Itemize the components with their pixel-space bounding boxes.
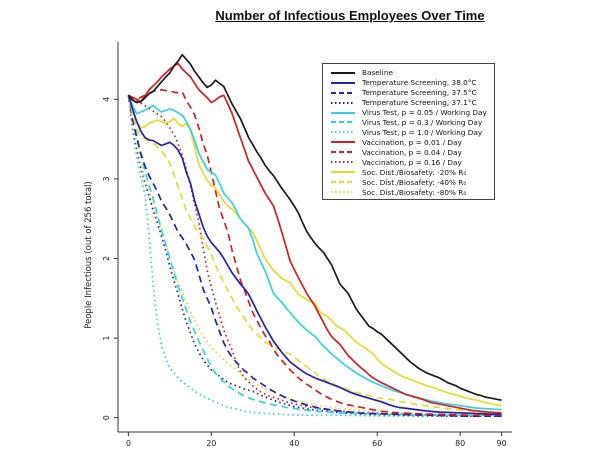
series-line [127, 95, 502, 417]
legend-item: Temperature Screening, 37.1°C [330, 98, 492, 108]
legend-line-sample [331, 71, 355, 74]
legend-line-sample [331, 131, 355, 134]
series-line [127, 94, 502, 417]
legend-item: Virus Test, p = 1.0 / Working Day [330, 128, 492, 138]
legend-item: Virus Test, p = 0.3 / Working Day [330, 118, 492, 128]
legend-line-sample [331, 141, 355, 144]
series-line [127, 53, 502, 402]
legend-line-sample [331, 171, 355, 174]
y-tick-label: 1 [102, 336, 111, 341]
x-tick-label: 20 [206, 439, 216, 448]
y-tick-label: 3 [102, 176, 111, 181]
legend-item: Baseline [330, 68, 492, 78]
y-axis-label: People Infectious (out of 256 total) [84, 181, 94, 329]
legend-item-label: Virus Test, p = 0.05 / Working Day [362, 108, 487, 118]
legend-item-label: Soc. Dist./Biosafety: -80% R₀ [362, 187, 467, 197]
legend-item: Soc. Dist./Biosafety: -40% R₀ [330, 177, 492, 187]
legend-box: Baseline Temperature Screening, 38.0°C Tem… [322, 63, 495, 200]
x-tick-label: 0 [126, 439, 131, 448]
legend-line-sample [331, 181, 355, 184]
legend-item: Virus Test, p = 0.05 / Working Day [330, 108, 492, 118]
legend-item-label: Vaccination, p = 0.01 / Day [362, 137, 462, 147]
legend-item-label: Temperature Screening, 37.1°C [362, 98, 477, 108]
legend-item-label: Virus Test, p = 0.3 / Working Day [362, 117, 483, 127]
legend-item-label: Virus Test, p = 1.0 / Working Day [362, 127, 483, 137]
legend-line-sample [331, 161, 355, 164]
legend-item-label: Soc. Dist./Biosafety: -40% R₀ [362, 177, 467, 187]
legend-item-label: Vaccination, p = 0.16 / Day [362, 157, 462, 167]
legend-line-sample [331, 111, 355, 114]
legend-item: Soc. Dist./Biosafety: -80% R₀ [330, 187, 492, 197]
series-line [127, 95, 502, 414]
y-tick-label: 2 [102, 256, 111, 261]
legend-item-label: Soc. Dist./Biosafety: -20% R₀ [362, 167, 467, 177]
legend-item: Vaccination, p = 0.01 / Day [330, 138, 492, 148]
x-tick-label: 80 [455, 439, 465, 448]
y-tick-label: 0 [102, 415, 111, 420]
series-line [127, 95, 502, 416]
legend-item-label: Temperature Screening, 38.0°C [362, 78, 477, 88]
y-tick-label: 4 [102, 97, 111, 102]
x-tick-label: 40 [289, 439, 299, 448]
legend-line-sample [331, 81, 355, 84]
legend-item-label: Vaccination, p = 0.04 / Day [362, 147, 462, 157]
legend-item: Vaccination, p = 0.04 / Day [330, 148, 492, 158]
legend-item: Soc. Dist./Biosafety: -20% R₀ [330, 167, 492, 177]
legend-line-sample [331, 91, 355, 94]
chart-title: Number of Infectious Employees Over Time [215, 8, 485, 23]
legend-item: Temperature Screening, 37.5°C [330, 88, 492, 98]
legend-line-sample [331, 101, 355, 104]
series-line [127, 95, 502, 417]
legend-item-label: Temperature Screening, 37.5°C [362, 88, 477, 98]
legend-item: Vaccination, p = 0.16 / Day [330, 157, 492, 167]
legend-line-sample [331, 151, 355, 154]
x-tick-label: 90 [497, 439, 507, 448]
legend-line-sample [331, 121, 355, 124]
legend-line-sample [331, 191, 355, 193]
series-line [127, 94, 502, 411]
x-tick-label: 60 [372, 439, 382, 448]
series-line [127, 95, 502, 417]
series-line [127, 62, 502, 414]
series-line [127, 95, 502, 407]
legend-item: Temperature Screening, 38.0°C [330, 78, 492, 88]
legend-item-label: Baseline [362, 68, 393, 78]
